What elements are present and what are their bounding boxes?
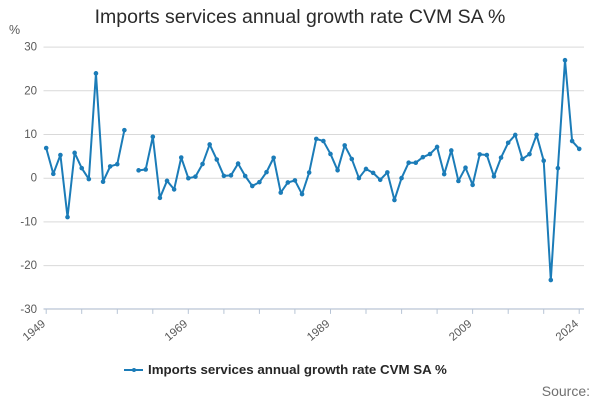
svg-text:0: 0 bbox=[31, 173, 37, 185]
svg-text:-20: -20 bbox=[20, 260, 37, 272]
svg-text:1989: 1989 bbox=[305, 318, 332, 344]
svg-text:20: 20 bbox=[24, 85, 37, 97]
svg-text:2009: 2009 bbox=[447, 318, 474, 344]
svg-text:-10: -10 bbox=[20, 216, 37, 228]
svg-text:-30: -30 bbox=[20, 304, 37, 316]
svg-text:1949: 1949 bbox=[21, 318, 48, 344]
svg-text:2024: 2024 bbox=[554, 318, 582, 344]
svg-text:10: 10 bbox=[24, 129, 37, 141]
svg-text:1969: 1969 bbox=[163, 318, 190, 344]
svg-text:30: 30 bbox=[24, 42, 37, 54]
